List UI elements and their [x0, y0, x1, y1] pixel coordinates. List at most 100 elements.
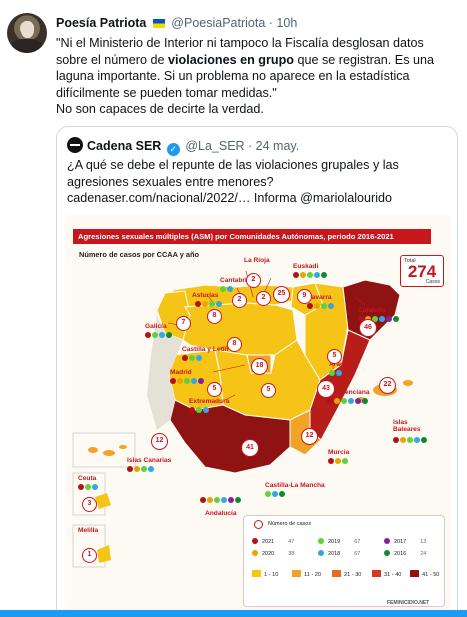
tweet-time[interactable]: · 10h — [268, 16, 298, 30]
count-pin-euskadi: 2 — [256, 291, 271, 306]
region-label-navarra: Navarra — [307, 294, 332, 301]
legend-range-11-20: 11 - 20 — [292, 570, 321, 578]
count-pin-cantabria: 2 — [232, 293, 247, 308]
quoted-tweet-text: ¿A qué se debe el repunte de las violaci… — [67, 158, 399, 205]
tweet-header: Poesía Patriota @PoesiaPatriota · 10h — [56, 16, 297, 30]
count-pin-la-rioja: 2 — [246, 273, 261, 288]
region-label-cantabria: Cantabria — [220, 277, 251, 284]
year-dots-ceuta — [78, 484, 99, 490]
region-label-galicia: Galicia — [145, 323, 167, 330]
tweet-text-part-2: que se registran. Es una laguna importan… — [56, 52, 434, 100]
infographic-subtitle: Número de casos por CCAA y año — [79, 250, 200, 259]
region-label-c-valenciana: C. Valenciana — [327, 389, 370, 396]
region-label-castilla-y-leon: Castilla y León — [182, 346, 229, 353]
bottom-accent-bar — [0, 610, 467, 617]
count-pin-cataluna: 46 — [359, 319, 377, 337]
count-pin-c-valenciana: 43 — [317, 380, 335, 398]
tweet-text-bold: violaciones en grupo — [168, 52, 294, 67]
source-logo: FEMINICIDIO.NET — [387, 600, 430, 606]
region-label-murcia: Murcia — [328, 449, 350, 456]
year-dots-cantabria — [220, 286, 234, 292]
quoted-tweet-date: · 24 may. — [248, 139, 300, 153]
count-pin-andalucia: 41 — [241, 439, 259, 457]
region-label-andalucia: Andalucía — [205, 510, 237, 517]
year-dots-castilla-la-mancha — [265, 491, 286, 497]
legend-year-2019: 2019 67 — [318, 538, 360, 545]
region-label-extremadura: Extremadura — [189, 398, 230, 405]
legend-ring-icon — [254, 520, 263, 529]
quoted-author-handle: @La_SER — [185, 139, 245, 153]
count-pin-aragon: 5 — [327, 349, 342, 364]
author-handle[interactable]: @PoesiaPatriota — [171, 16, 266, 30]
count-pin-galicia: 7 — [176, 316, 191, 331]
total-box: Total 274 Casos — [400, 255, 444, 287]
year-dots-navarra — [307, 303, 335, 309]
avatar-face — [21, 21, 34, 38]
year-dots-asturias — [195, 301, 223, 307]
total-unit: Casos — [425, 279, 440, 285]
year-dots-c-valenciana — [327, 398, 369, 404]
count-pin-castilla-la-mancha: 5 — [261, 383, 276, 398]
region-label-ceuta: Ceuta — [78, 475, 97, 482]
total-label: Total — [404, 258, 416, 264]
ukraine-flag-icon — [152, 19, 165, 28]
region-label-islas-canarias: Islas Canarias — [127, 457, 172, 464]
legend-year-2021: 2021 47 — [252, 538, 294, 545]
author-avatar[interactable] — [7, 13, 47, 53]
count-pin-navarra: 9 — [297, 289, 312, 304]
region-label-cataluna: Cataluña — [358, 307, 386, 314]
verified-badge-icon: ✓ — [166, 143, 180, 156]
legend-range-31-40: 31 - 40 — [372, 570, 401, 578]
map-legend: Número de casos 2021 47 2020 38 2019 67 201… — [243, 515, 445, 607]
year-dots-extremadura — [189, 407, 210, 413]
count-pin-islas-canarias: 12 — [151, 433, 168, 450]
count-pin-murcia: 12 — [301, 428, 318, 445]
count-pin-ceuta: 3 — [82, 497, 97, 512]
year-dots-madrid — [170, 378, 205, 384]
region-label-aragon: Aragón — [329, 361, 353, 368]
year-dots-aragon — [329, 370, 343, 376]
region-label-asturias: Asturias — [192, 292, 219, 299]
legend-year-2016: 2016 24 — [384, 550, 426, 557]
region-label-castilla-la-mancha: Castilla-La Mancha — [265, 482, 325, 489]
quoted-tweet[interactable]: Cadena SER ✓ @La_SER · 24 may. ¿A qué se… — [56, 126, 458, 617]
count-pin-asturias: 8 — [207, 309, 222, 324]
legend-year-2018: 2018 67 — [318, 550, 360, 557]
year-dots-murcia — [328, 458, 349, 464]
author-name[interactable]: Poesía Patriota — [56, 16, 147, 30]
quoted-author-name: Cadena SER — [87, 139, 162, 153]
total-value: 274 — [407, 262, 437, 281]
region-label-madrid: Madrid — [170, 369, 192, 376]
year-dots-islas-baleares — [393, 437, 428, 443]
count-pin-melilla: 1 — [82, 548, 97, 563]
count-pin-islas-baleares: 22 — [379, 377, 396, 394]
cadena-ser-avatar — [67, 137, 83, 153]
tweet-text-part-3: No son capaces de decirte la verdad. — [56, 102, 264, 116]
legend-title: Número de casos — [268, 521, 312, 527]
avatar-coat — [11, 39, 43, 53]
count-pin-extremadura: 5 — [207, 382, 222, 397]
region-label-islas-baleares: Islas Baleares — [393, 419, 421, 433]
tweet-text-part-1: "Ni el Ministerio de Interior ni tampoco… — [56, 36, 424, 67]
year-dots-andalucia — [200, 497, 242, 503]
tweet-text: "Ni el Ministerio de Interior ni tampoco… — [56, 35, 456, 118]
year-dots-castilla-y-leon — [182, 355, 203, 361]
region-label-melilla: Melilla — [78, 527, 99, 534]
infographic-title: Agresiones sexuales múltiples (ASM) por … — [73, 229, 431, 244]
legend-range-1-10: 1 - 10 — [252, 570, 278, 578]
legend-year-2017: 2017 13 — [384, 538, 426, 545]
year-dots-islas-canarias — [127, 466, 155, 472]
legend-range-41-50: 41 - 50 — [410, 570, 439, 578]
infographic-image[interactable]: Agresiones sexuales múltiples (ASM) por … — [65, 215, 451, 615]
count-pin-madrid: 18 — [251, 358, 268, 375]
count-pin-castilla-y-leon: 8 — [227, 337, 242, 352]
count-pin-extra: 25 — [273, 286, 290, 303]
region-label-euskadi: Euskadi — [293, 263, 319, 270]
legend-year-2020: 2020 38 — [252, 550, 294, 557]
legend-range-21-30: 21 - 30 — [332, 570, 361, 578]
year-dots-euskadi — [293, 272, 328, 278]
year-dots-galicia — [145, 332, 173, 338]
quoted-tweet-header: Cadena SER ✓ @La_SER · 24 may. — [67, 137, 299, 156]
region-label-la-rioja: La Rioja — [244, 257, 270, 264]
